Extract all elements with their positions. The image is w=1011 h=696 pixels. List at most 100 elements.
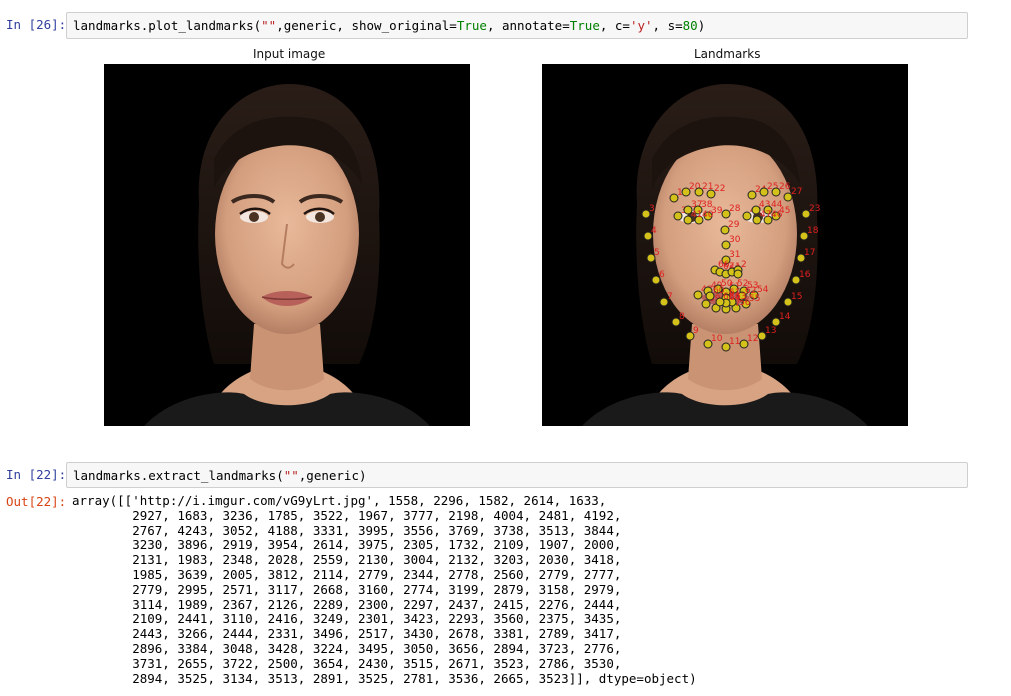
landmark-point	[729, 284, 739, 294]
input-image-title: Input image	[253, 47, 326, 61]
landmark-label: 31	[729, 250, 740, 260]
output-line: 2443, 3266, 2444, 2331, 3496, 2517, 3430…	[72, 626, 622, 642]
landmark-point	[683, 205, 693, 215]
landmark-point	[715, 297, 725, 307]
landmark-point	[739, 339, 749, 349]
landmark-point	[737, 291, 747, 301]
landmark-label: 53	[747, 281, 758, 291]
landmark-label: 63	[735, 292, 746, 302]
landmark-point	[771, 317, 781, 327]
landmark-point	[673, 211, 683, 221]
landmark-label: 39	[711, 206, 723, 216]
landmark-point	[703, 211, 713, 221]
landmark-label: 60	[713, 286, 725, 296]
landmarks-title: Landmarks	[694, 47, 761, 61]
landmark-label: 62	[745, 286, 756, 296]
landmarks-plot: 1920212224252627282930313637383940414243…	[542, 64, 908, 426]
code-string: 'y'	[629, 18, 653, 33]
landmark-point	[733, 269, 743, 279]
output-line: 2767, 4243, 3052, 4188, 3331, 3995, 3556…	[72, 522, 622, 538]
landmark-point	[763, 205, 773, 215]
landmark-label: 46	[771, 210, 783, 220]
code-args: , annotate=	[486, 18, 570, 33]
landmark-point	[693, 290, 703, 300]
code-number: 80	[682, 18, 698, 33]
landmark-label: 25	[767, 182, 778, 192]
landmark-point	[752, 215, 762, 225]
landmark-label: 44	[771, 200, 783, 210]
code-args: , s=	[652, 18, 683, 33]
landmark-label: 13	[765, 326, 776, 336]
landmark-label: 37	[691, 200, 702, 210]
landmark-label: 40	[702, 210, 714, 220]
landmark-label: 22	[714, 184, 725, 194]
landmark-label: 59	[709, 294, 721, 304]
landmark-label: 67	[723, 262, 734, 272]
landmark-label: 5	[654, 248, 660, 258]
landmark-point	[671, 317, 681, 327]
cell-22-code-input[interactable]: landmarks.extract_landmarks("",generic)	[66, 462, 968, 488]
landmark-label: 55	[749, 294, 760, 304]
code-string: ""	[261, 18, 277, 33]
landmark-label: 18	[807, 226, 819, 236]
output-line: 2927, 1683, 3236, 1785, 3522, 1967, 3777…	[72, 507, 622, 523]
landmark-point	[747, 190, 757, 200]
output-line: 2109, 2441, 3110, 2416, 3249, 2301, 3423…	[72, 611, 622, 627]
landmark-point	[783, 297, 793, 307]
landmark-label: 16	[799, 270, 811, 280]
input-image-panel	[104, 64, 470, 426]
landmark-point	[721, 342, 731, 352]
landmark-label: 65	[723, 292, 734, 302]
landmark-label: 61	[729, 288, 740, 298]
landmark-point	[742, 211, 752, 221]
landmarks-panel: 1920212224252627282930313637383940414243…	[542, 64, 908, 426]
landmark-point	[646, 253, 656, 263]
landmark-point	[720, 225, 730, 235]
output-line: 1985, 3639, 2005, 3812, 2114, 2779, 2344…	[72, 566, 622, 582]
landmark-point	[681, 187, 691, 197]
output-line: 3731, 2655, 3722, 2500, 3654, 2430, 3515…	[72, 655, 622, 671]
landmark-label: 9	[693, 326, 699, 336]
landmark-label: 11	[729, 337, 740, 347]
landmark-label: 3	[649, 204, 655, 214]
cell-26-code-input[interactable]: landmarks.plot_landmarks("",generic, sho…	[66, 12, 968, 39]
landmark-label: 17	[804, 248, 815, 258]
output-line: 2779, 2995, 2571, 3117, 2668, 3160, 2774…	[72, 581, 622, 597]
landmark-point	[713, 284, 723, 294]
output-line: 3114, 1989, 2367, 2126, 2289, 2300, 2297…	[72, 596, 622, 612]
landmark-label: 52	[737, 279, 748, 289]
landmark-label: 10	[711, 334, 723, 344]
code-keyword: True	[569, 18, 600, 33]
landmark-point	[651, 275, 661, 285]
landmark-label: 50	[721, 279, 733, 289]
landmark-label: 28	[729, 204, 741, 214]
landmark-label: 54	[757, 285, 769, 295]
code-function: landmarks.plot_landmarks(	[73, 18, 262, 33]
landmark-point	[721, 255, 731, 265]
landmark-point	[685, 331, 695, 341]
landmark-label: 8	[679, 312, 685, 322]
landmark-point	[796, 253, 806, 263]
landmark-point	[641, 209, 651, 219]
output-line: 2131, 1983, 2348, 2028, 2559, 2130, 3004…	[72, 552, 622, 568]
landmark-point	[694, 215, 704, 225]
output-line: 2896, 3384, 3048, 3428, 3224, 3495, 3050…	[72, 640, 622, 656]
landmark-point	[706, 189, 716, 199]
landmark-point	[771, 187, 781, 197]
landmark-point	[741, 299, 751, 309]
landmark-label: 6	[659, 270, 665, 280]
landmark-label: 47	[760, 210, 771, 220]
landmark-label: 14	[779, 312, 791, 322]
cell-26-prompt: In [26]:	[6, 17, 67, 32]
landmark-label: 29	[728, 220, 740, 230]
landmark-point	[763, 215, 773, 225]
landmark-label: 21	[702, 182, 713, 192]
landmark-label: 43	[759, 200, 770, 210]
face-photo	[104, 64, 470, 426]
landmark-point	[801, 209, 811, 219]
code-args: , c=	[599, 18, 630, 33]
landmark-label: 66	[718, 260, 730, 270]
output-array: array([['http://i.imgur.com/vG9yLrt.jpg'…	[72, 493, 697, 686]
landmark-label: 26	[779, 182, 791, 192]
code-args: )	[697, 18, 706, 33]
